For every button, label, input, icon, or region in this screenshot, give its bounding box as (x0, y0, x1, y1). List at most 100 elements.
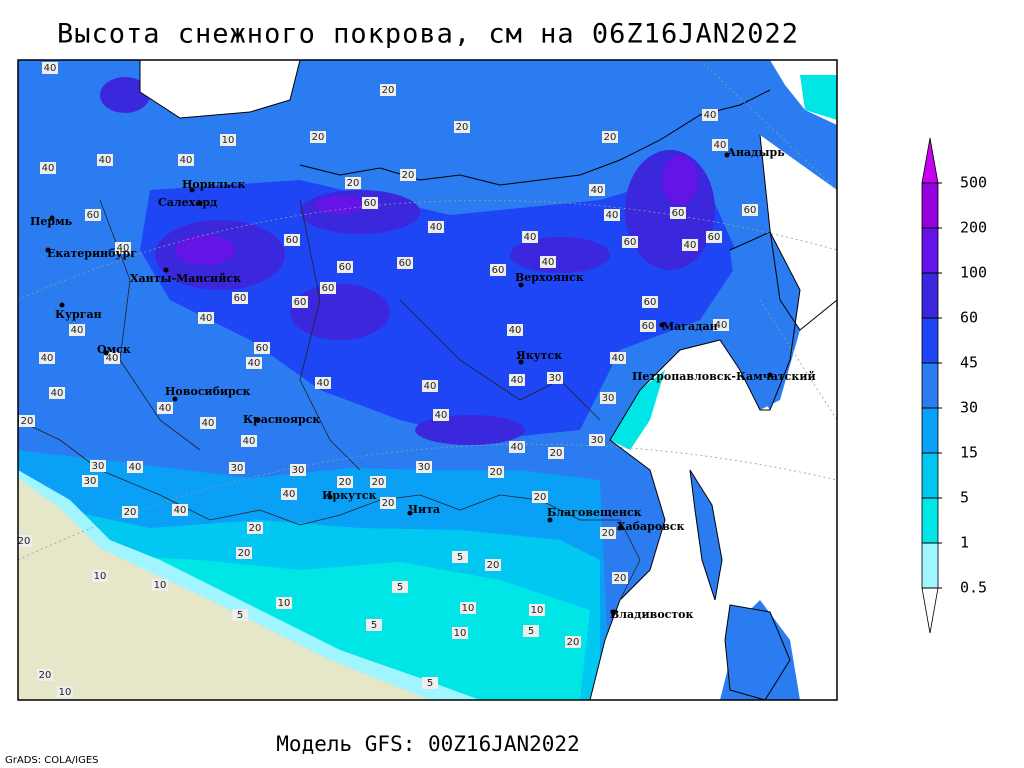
contour-label: 5 (397, 582, 403, 593)
contour-label-box (522, 231, 538, 243)
contour-label: 10 (59, 687, 72, 698)
contour-label-box (507, 324, 523, 336)
contour-label-box (742, 204, 758, 216)
contour-label: 40 (106, 353, 119, 364)
contour-label: 40 (524, 232, 537, 243)
contour-label-box (602, 131, 618, 143)
city-dot (610, 609, 616, 615)
city-dot (255, 417, 261, 423)
contour-label-box (529, 604, 545, 616)
contour-label-box (702, 109, 718, 121)
contour-label-box (397, 257, 413, 269)
coastline (139, 60, 837, 700)
title: Высота снежного покрова, см на 06Z16JAN2… (57, 19, 799, 50)
city-dot (163, 267, 169, 273)
snow-100-200 (662, 155, 698, 205)
city-label: Иркутск (322, 489, 377, 502)
contour-label: 40 (129, 462, 142, 473)
city-label: Владивосток (610, 608, 694, 621)
city-label: Якутск (516, 349, 562, 362)
colorbar-segment (921, 497, 939, 544)
contour-label: 10 (531, 605, 544, 616)
contour-label-box (57, 686, 73, 698)
city-dot (547, 517, 553, 523)
contour-label-box (416, 461, 432, 473)
contour-label-box (600, 527, 616, 539)
snow-1-5 (610, 370, 665, 450)
contour-label-box (18, 535, 32, 547)
contour-label-box (220, 134, 236, 146)
colorbar-segment (921, 317, 939, 364)
snow-60-100 (100, 77, 150, 113)
contour-label: 40 (159, 403, 172, 414)
contour-label-box (589, 184, 605, 196)
contour-label-box (69, 324, 85, 336)
city-dot (197, 200, 203, 206)
city-label: Екатеринбург (47, 247, 137, 260)
contour-label-box (178, 154, 194, 166)
contour-label: 20 (312, 132, 325, 143)
contour-label-box (509, 374, 525, 386)
contour-label: 20 (487, 560, 500, 571)
contour-label: 40 (430, 222, 443, 233)
contour-label-box (509, 441, 525, 453)
colorbar-label: 0.5 (960, 579, 987, 597)
contour-label: 40 (117, 243, 130, 254)
colorbar-segment (921, 182, 939, 229)
contour-label-box (104, 352, 120, 364)
snow-60-100 (300, 190, 420, 234)
colorbar-segment (921, 227, 939, 274)
city-dot (49, 215, 55, 221)
colorbar-label: 45 (960, 354, 978, 372)
coast (689, 469, 723, 601)
contour-label: 5 (371, 620, 377, 631)
city-label: Салехард (158, 196, 217, 209)
contour-label: 20 (490, 467, 503, 478)
contour-label-box (713, 319, 729, 331)
contour-label-box (452, 551, 468, 563)
city-label: Норильск (182, 178, 245, 191)
snow-1-5 (800, 75, 837, 120)
map-frame (17, 59, 838, 701)
colorbar-segment (921, 272, 939, 319)
city-label: Хабаровск (617, 520, 684, 533)
colorbar-label: 1 (960, 534, 969, 552)
contour-label-box (281, 488, 297, 500)
meridian (699, 60, 837, 191)
colorbar-segment (921, 542, 939, 589)
city-dot (767, 372, 773, 378)
contour-label-box (454, 121, 470, 133)
contour-label: 30 (231, 463, 244, 474)
contour-label: 40 (511, 442, 524, 453)
contour-label-box (236, 547, 252, 559)
contour-label-box (460, 602, 476, 614)
contour-label: 60 (492, 265, 505, 276)
contour-label: 20 (456, 122, 469, 133)
contour-label: 60 (234, 293, 247, 304)
contour-label-box (682, 239, 698, 251)
city-label: Красноярск (243, 413, 320, 426)
colorbar-label: 200 (960, 219, 987, 237)
city-label: Омск (97, 343, 131, 356)
contour-label: 60 (286, 235, 299, 246)
contour-label: 20 (347, 178, 360, 189)
colorbar-label: 5 (960, 489, 969, 507)
bare-land (18, 478, 430, 700)
coast (589, 231, 801, 700)
contour-label: 40 (606, 210, 619, 221)
contour-label-box (589, 434, 605, 446)
contour-label: 20 (372, 477, 385, 488)
contour-label-box (362, 197, 378, 209)
coast (759, 134, 837, 331)
contour-label: 60 (322, 283, 335, 294)
contour-label-box (292, 296, 308, 308)
coast (139, 60, 301, 119)
contour-label-box (42, 62, 58, 74)
contour-label-box (670, 207, 686, 219)
sakhalin (690, 470, 722, 600)
contour-label-box (254, 342, 270, 354)
contour-label-box (315, 377, 331, 389)
city-dot (45, 247, 51, 253)
contour-label: 40 (283, 489, 296, 500)
